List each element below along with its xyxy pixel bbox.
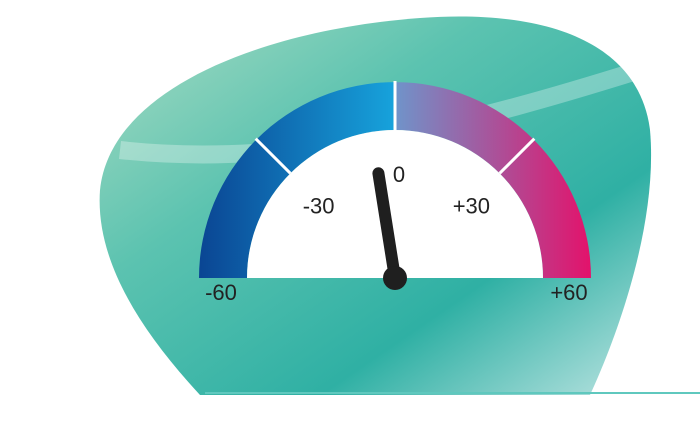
needle-hub (383, 266, 407, 290)
tick-label: 0 (393, 162, 405, 187)
gauge: -60 -30 0 +30 +60 (199, 81, 591, 305)
gauge-arc (199, 82, 591, 278)
tick-label: -30 (303, 193, 335, 218)
tick-label: -60 (205, 280, 237, 305)
tick-divider (498, 137, 536, 175)
gauge-face (247, 130, 543, 278)
tick-label: +30 (453, 193, 490, 218)
tick-divider (254, 137, 292, 175)
needle (372, 167, 401, 284)
tick-label: +60 (550, 280, 587, 305)
